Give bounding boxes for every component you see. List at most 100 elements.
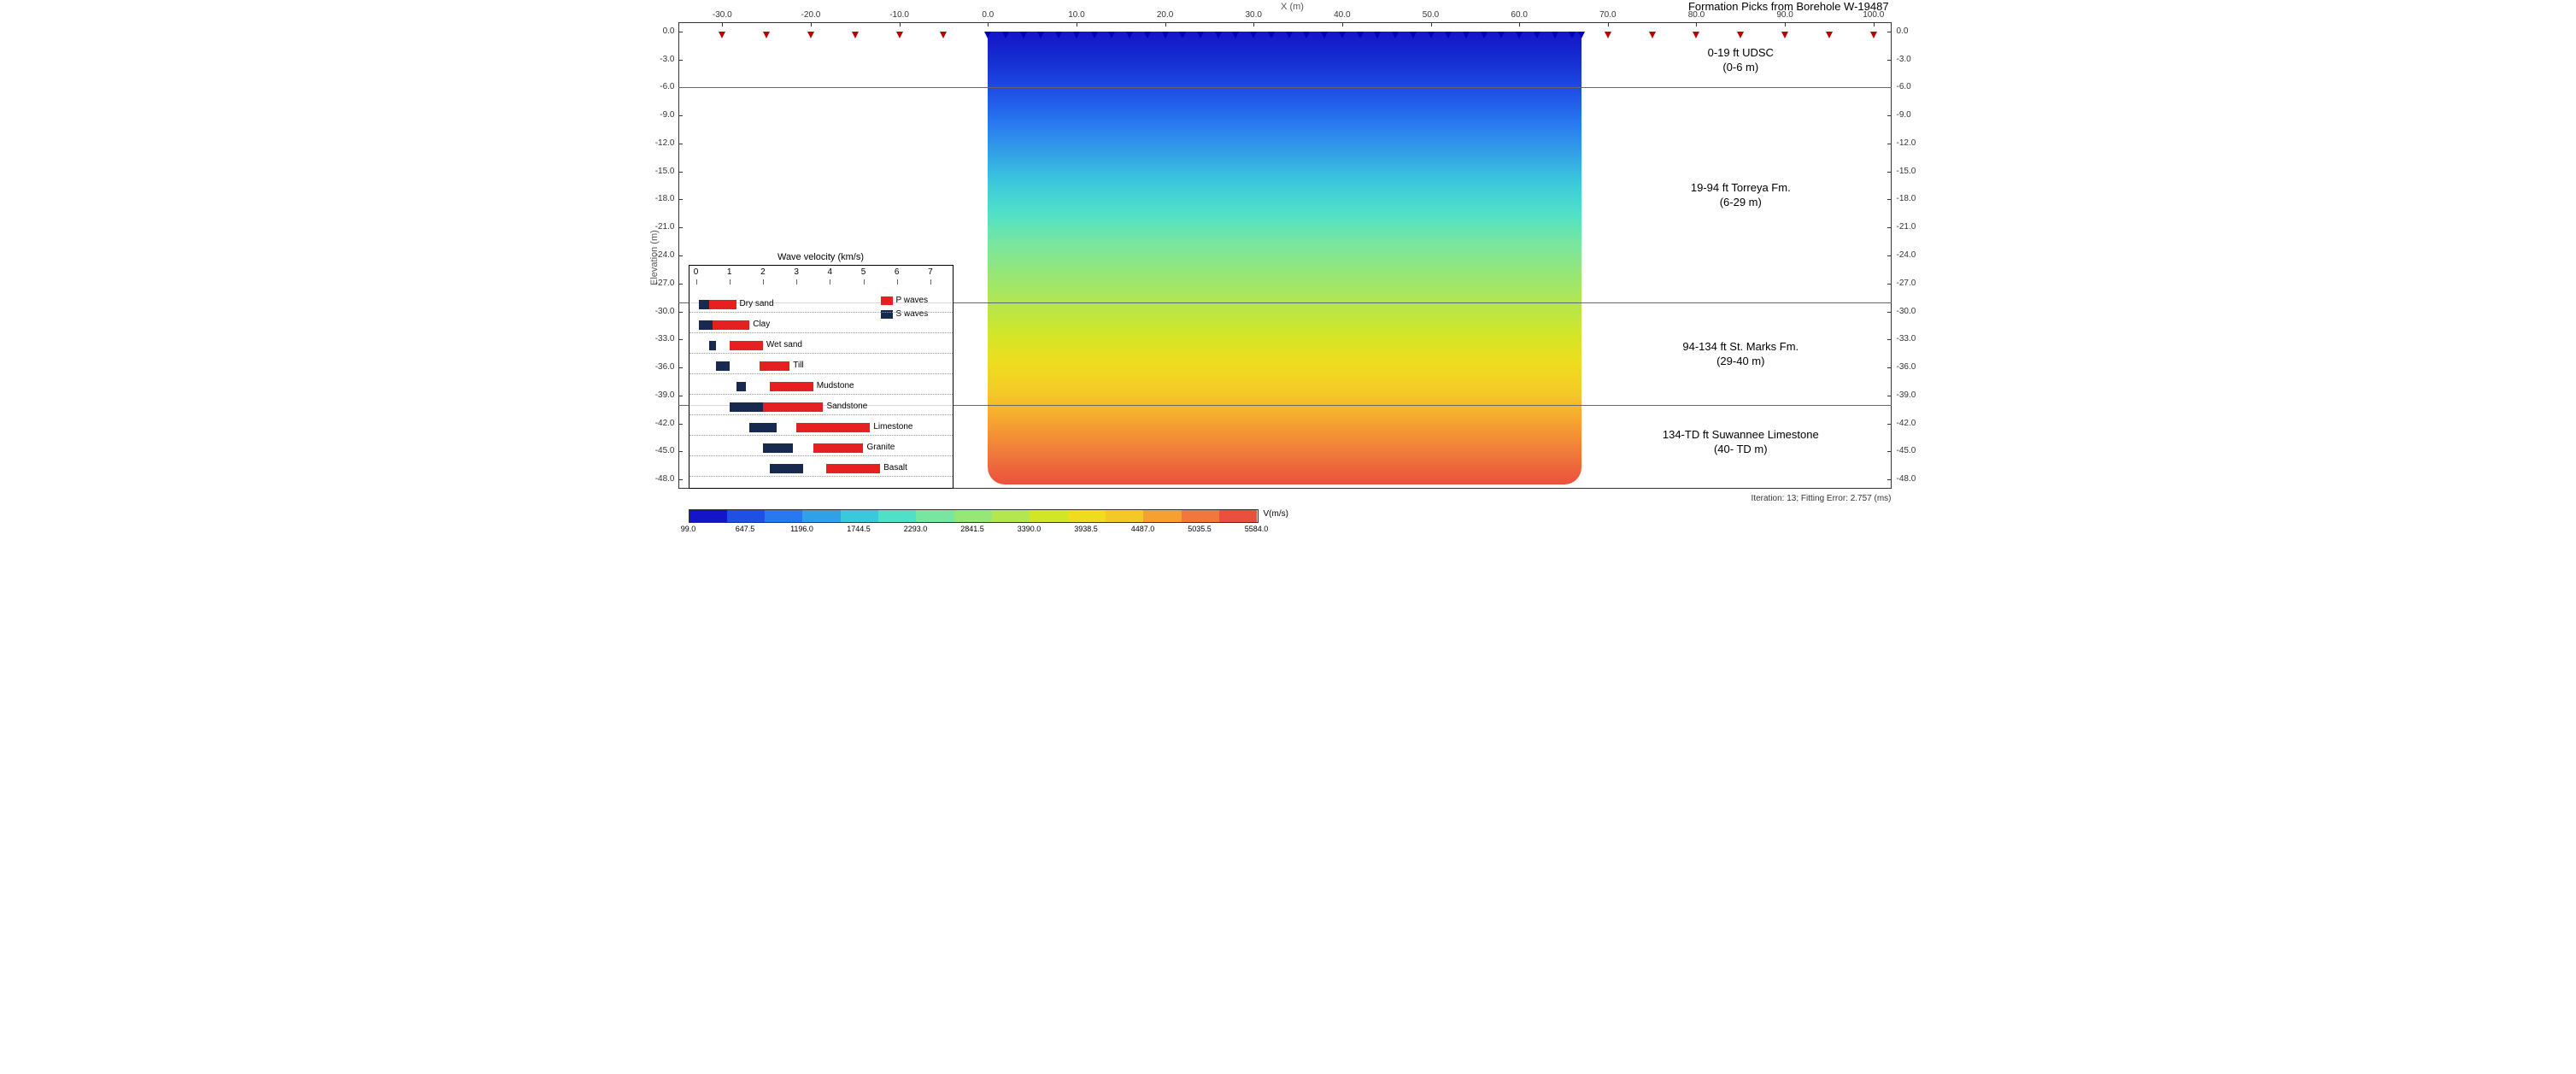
x-tick-mark [1874,22,1875,26]
colorbar-tick: 99.0 [667,525,710,533]
wv-x-tickmark [696,279,697,285]
x-tick-mark [988,22,989,26]
wv-x-tickmark [897,279,898,285]
marker-blue-icon [1578,32,1585,38]
marker-blue-icon [1215,32,1222,38]
formation-label-line1: 134-TD ft Suwannee Limestone [1608,428,1874,443]
marker-red-icon [719,32,725,38]
marker-blue-icon [1498,32,1505,38]
formation-boundary [678,87,1892,88]
marker-blue-icon [1232,32,1239,38]
wv-x-tick: 0 [688,267,705,277]
marker-red-icon [1781,32,1788,38]
marker-red-icon [1605,32,1611,38]
x-tick: 20.0 [1148,10,1182,20]
y-tick-mark-r [1887,172,1892,173]
marker-blue-icon [1303,32,1310,38]
y-tick-right: -12.0 [1897,138,1931,148]
marker-blue-icon [1286,32,1293,38]
wv-material-label: Mudstone [817,381,854,390]
y-tick-right: -39.0 [1897,390,1931,400]
wv-material-label: Granite [867,443,895,452]
wv-x-tickmark [796,279,797,285]
colorbar-label: V(m/s) [1264,509,1288,519]
y-tick-right: -9.0 [1897,110,1931,120]
marker-blue-icon [1179,32,1186,38]
marker-blue-icon [1002,32,1009,38]
marker-blue-icon [1037,32,1044,38]
marker-blue-icon [984,32,991,38]
marker-blue-icon [1339,32,1346,38]
y-tick-left: -12.0 [641,138,675,148]
y-tick-left: -15.0 [641,167,675,176]
p-wave-bar [713,320,749,330]
formation-label: 134-TD ft Suwannee Limestone(40- TD m) [1608,428,1874,457]
marker-blue-icon [1534,32,1540,38]
x-tick: -20.0 [794,10,828,20]
wv-x-tick: 3 [788,267,805,277]
y-tick-mark-l [678,424,683,425]
y-tick-left: -33.0 [641,334,675,343]
formation-label-line1: 94-134 ft St. Marks Fm. [1608,340,1874,355]
y-tick-right: -3.0 [1897,55,1931,64]
marker-red-icon [807,32,814,38]
marker-blue-icon [1374,32,1381,38]
formation-label-line2: (40- TD m) [1608,443,1874,457]
x-tick-mark [1785,22,1786,26]
y-tick-right: -33.0 [1897,334,1931,343]
y-tick-right: -36.0 [1897,362,1931,372]
wv-material-label: Till [793,361,803,370]
formation-label-line1: 19-94 ft Torreya Fm. [1608,181,1874,196]
y-tick-right: -48.0 [1897,474,1931,484]
marker-red-icon [1693,32,1699,38]
formation-label-line2: (29-40 m) [1608,355,1874,369]
marker-red-icon [896,32,903,38]
x-tick-mark [1431,22,1432,26]
y-tick-left: -3.0 [641,55,675,64]
wv-row: Mudstone [689,379,953,395]
s-wave-bar [770,464,803,473]
p-wave-bar [796,423,870,432]
p-wave-bar [730,341,763,350]
x-tick: 70.0 [1591,10,1625,20]
y-tick-mark-l [678,60,683,61]
wv-x-tickmark [730,279,731,285]
iteration-status: Iteration: 13; Fitting Error: 2.757 (ms) [1752,494,1892,503]
wv-x-tick: 2 [754,267,772,277]
x-tick-mark [1165,22,1166,26]
s-wave-bar [749,423,776,432]
formation-label: 0-19 ft UDSC(0-6 m) [1608,46,1874,75]
x-tick-mark [1608,22,1609,26]
s-wave-bar [736,382,747,391]
marker-red-icon [1870,32,1877,38]
y-tick-mark-l [678,115,683,116]
tomogram [988,32,1581,484]
marker-blue-icon [1162,32,1169,38]
y-tick-left: -42.0 [641,419,675,428]
y-tick-left: -36.0 [641,362,675,372]
marker-blue-icon [1268,32,1275,38]
receiver-markers [644,32,1933,42]
y-tick-mark-l [678,172,683,173]
marker-blue-icon [1410,32,1417,38]
y-tick-mark-r [1887,284,1892,285]
y-tick-right: -24.0 [1897,250,1931,260]
x-tick: 60.0 [1502,10,1536,20]
colorbar-tick: 3938.5 [1065,525,1107,533]
p-wave-bar [826,464,880,473]
wv-material-label: Limestone [873,422,912,431]
colorbar-tick: 5584.0 [1235,525,1278,533]
marker-red-icon [1649,32,1656,38]
wv-x-tickmark [930,279,931,285]
y-tick-mark-r [1887,199,1892,200]
y-tick-mark-l [678,451,683,452]
colorbar-tick: 3390.0 [1008,525,1051,533]
y-tick-right: -15.0 [1897,167,1931,176]
marker-blue-icon [1321,32,1328,38]
y-tick-mark-l [678,312,683,313]
y-tick-mark-r [1887,367,1892,368]
s-wave-bar [709,341,716,350]
wv-material-label: Dry sand [740,299,774,308]
colorbar-tick: 1744.5 [837,525,880,533]
wv-material-label: Wet sand [766,340,802,349]
